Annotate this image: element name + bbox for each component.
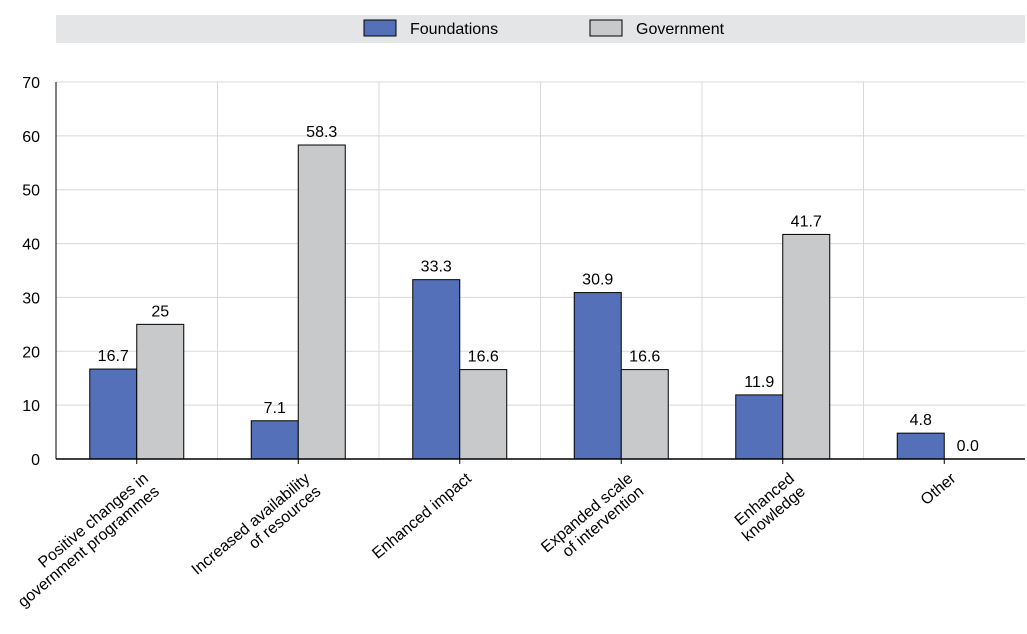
data-label: 11.9 — [744, 374, 774, 391]
x-tick-label-line: Other — [918, 470, 960, 509]
y-tick-label: 60 — [22, 129, 40, 146]
y-tick-label: 40 — [22, 237, 40, 254]
x-tick-label: Enhanced impact — [369, 470, 475, 563]
x-tick-label: Other — [918, 470, 960, 509]
legend-label: Foundations — [410, 21, 498, 38]
data-label: 41.7 — [791, 213, 822, 230]
bar — [896, 432, 945, 460]
data-label: 16.6 — [629, 349, 660, 366]
bar — [573, 292, 622, 460]
bar — [735, 394, 784, 460]
data-label: 7.1 — [264, 400, 286, 417]
x-tick-label: Expanded scaleof intervention — [538, 470, 647, 569]
y-tick-label: 30 — [22, 290, 40, 307]
y-tick-label: 0 — [31, 452, 40, 469]
x-tick-label-line: Enhanced impact — [369, 470, 475, 563]
legend-swatch — [363, 19, 397, 37]
bar — [136, 323, 185, 460]
data-label: 58.3 — [306, 124, 337, 141]
legend-swatch — [589, 19, 623, 37]
x-tick-label: Increased availabilityof resources — [189, 470, 325, 592]
bar — [620, 369, 669, 460]
data-label: 4.8 — [910, 412, 932, 429]
y-tick-label: 20 — [22, 344, 40, 361]
bar — [782, 233, 831, 460]
x-tick-label-line: Increased availability — [189, 470, 314, 578]
data-label: 16.6 — [468, 349, 499, 366]
bar — [459, 369, 508, 460]
x-tick-label: Enhancedknowledge — [728, 470, 809, 545]
x-tick-label-line: Positive changes in — [35, 470, 152, 572]
bar — [89, 368, 138, 460]
bar — [412, 279, 461, 460]
data-label: 16.7 — [98, 348, 129, 365]
bar — [297, 144, 346, 460]
x-tick-label: Positive changes ingovernment programmes — [4, 470, 163, 611]
y-tick-label: 70 — [22, 75, 40, 92]
y-tick-label: 50 — [22, 183, 40, 200]
data-label: 33.3 — [421, 259, 452, 276]
bar — [250, 420, 299, 460]
x-tick-label-line: government programmes — [15, 483, 163, 611]
data-label: 0.0 — [957, 438, 979, 455]
data-label: 30.9 — [582, 272, 613, 289]
y-tick-label: 10 — [22, 398, 40, 415]
data-label: 25 — [151, 303, 169, 320]
legend-band — [56, 15, 1025, 43]
legend-label: Government — [636, 21, 725, 38]
